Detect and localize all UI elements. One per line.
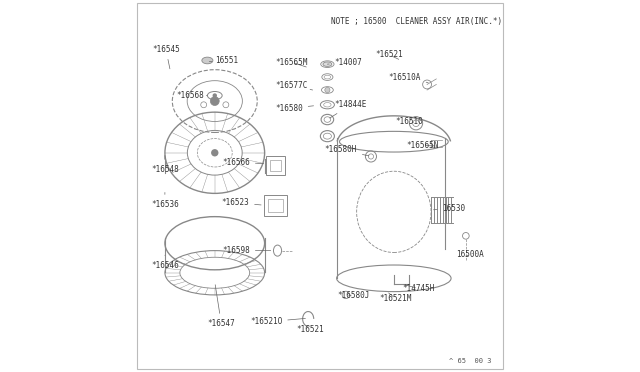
Text: *16580H: *16580H (324, 145, 369, 156)
Text: *16521: *16521 (296, 325, 324, 334)
Text: *16546: *16546 (151, 255, 179, 270)
Text: *16521O: *16521O (250, 317, 305, 326)
Text: *14007: *14007 (328, 58, 362, 67)
Text: *16510: *16510 (396, 117, 424, 126)
Text: *16598: *16598 (222, 246, 271, 255)
Text: *16577C: *16577C (275, 81, 312, 90)
Text: *16580: *16580 (275, 104, 314, 113)
Text: *16580J: *16580J (338, 291, 370, 300)
Text: NOTE ; 16500  CLEANER ASSY AIR(INC.*): NOTE ; 16500 CLEANER ASSY AIR(INC.*) (331, 17, 502, 26)
Text: *16565M: *16565M (276, 58, 308, 67)
Text: *16510A: *16510A (388, 73, 428, 83)
Circle shape (211, 97, 220, 106)
Text: 16551: 16551 (209, 56, 238, 65)
Text: *16568: *16568 (176, 91, 207, 100)
Text: *16523: *16523 (221, 198, 261, 207)
Text: 16530: 16530 (433, 203, 466, 213)
Text: *16566: *16566 (222, 157, 264, 167)
Text: *14745H: *14745H (402, 284, 435, 293)
Text: ^ 65  00 3: ^ 65 00 3 (449, 358, 492, 365)
Text: *16521: *16521 (376, 51, 403, 60)
Circle shape (211, 149, 218, 157)
Text: *16547: *16547 (207, 285, 235, 328)
Ellipse shape (323, 62, 332, 66)
Text: 16500A: 16500A (456, 250, 484, 259)
Text: *16545: *16545 (152, 45, 180, 69)
Circle shape (212, 93, 217, 98)
Text: *14844E: *14844E (330, 100, 367, 118)
Text: *16521M: *16521M (379, 293, 412, 303)
Text: *16536: *16536 (151, 192, 179, 209)
Ellipse shape (202, 57, 213, 64)
Text: *16565N: *16565N (407, 141, 439, 150)
Circle shape (324, 87, 330, 93)
Text: *16548: *16548 (151, 155, 179, 174)
